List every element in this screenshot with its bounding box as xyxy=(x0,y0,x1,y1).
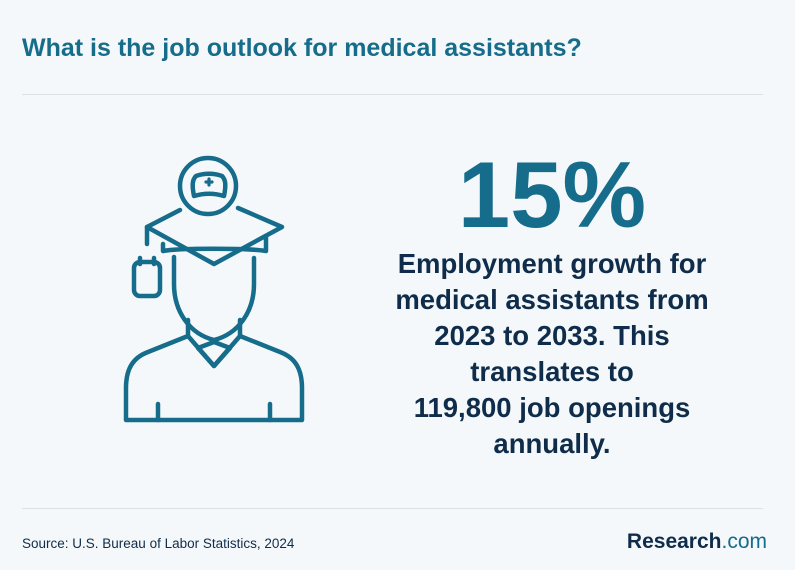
top-divider xyxy=(22,94,763,95)
logo-suffix: .com xyxy=(721,530,767,553)
graduate-nurse-icon xyxy=(123,155,305,423)
description-line: 119,800 job openings xyxy=(413,392,691,423)
stat-description: Employment growth for medical assistants… xyxy=(388,246,716,462)
mortarboard-top xyxy=(144,205,285,267)
source-citation: Source: U.S. Bureau of Labor Statistics,… xyxy=(22,536,295,551)
shoulders xyxy=(123,333,305,423)
description-line: translates to xyxy=(470,356,634,387)
description-line: annually. xyxy=(493,428,611,459)
description-line: medical assistants from xyxy=(395,284,709,315)
badge-circle xyxy=(177,155,239,217)
nurse-cap-shape xyxy=(190,171,228,199)
arm-lines xyxy=(155,401,273,423)
cross-mark xyxy=(204,177,214,187)
stat-value: 15% xyxy=(457,142,647,247)
bottom-divider xyxy=(22,508,763,509)
neck xyxy=(185,317,243,339)
collar-inner xyxy=(195,339,233,369)
brand-logo[interactable]: Research.com xyxy=(627,530,767,554)
description-line: 2023 to 2033. This xyxy=(434,320,670,351)
cap-band xyxy=(160,235,269,254)
description-line: Employment growth for xyxy=(397,248,707,279)
logo-name: Research xyxy=(626,530,722,553)
page-title: What is the job outlook for medical assi… xyxy=(22,34,582,62)
tassel xyxy=(131,259,163,299)
